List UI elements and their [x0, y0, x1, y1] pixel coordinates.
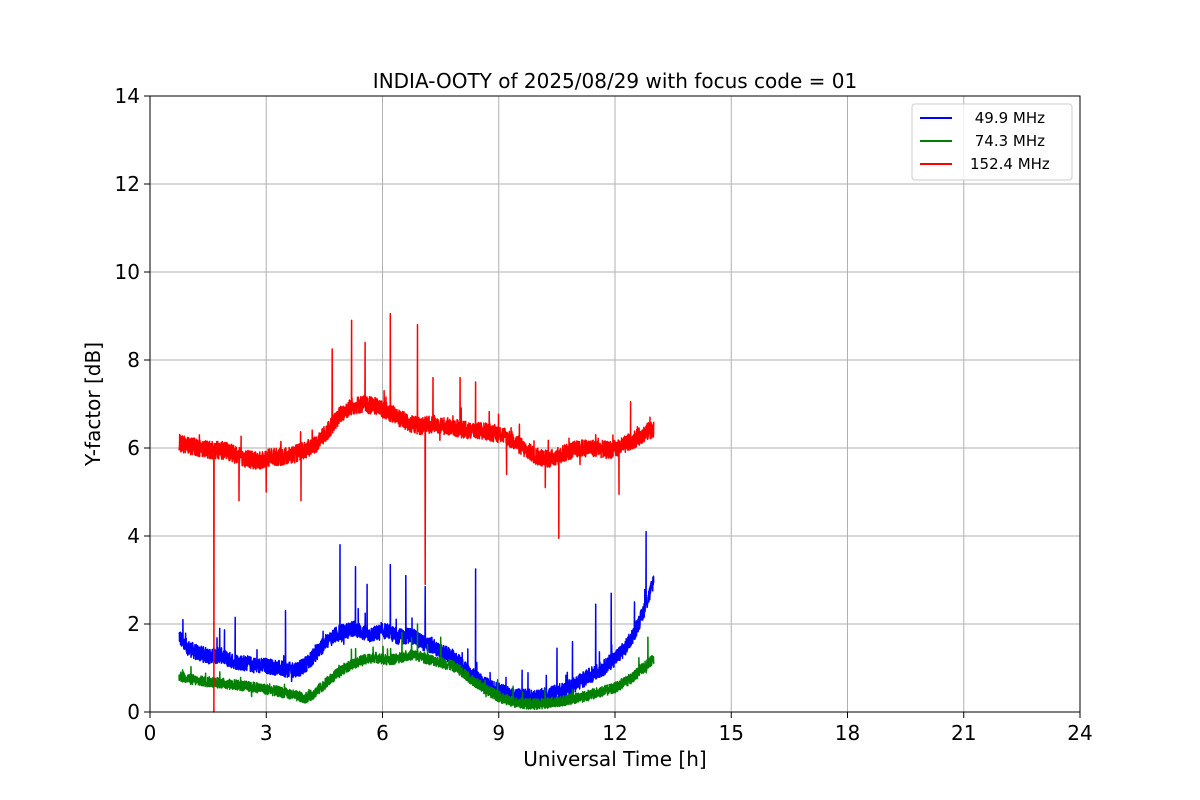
y-axis-title: Y-factor [dB] — [81, 342, 105, 467]
series-line-3 — [178, 313, 655, 713]
y-tick-label: 10 — [115, 260, 140, 284]
x-tick-label: 9 — [492, 721, 505, 745]
x-tick-label: 3 — [260, 721, 273, 745]
y-tick-label: 12 — [115, 172, 140, 196]
x-tick-label: 15 — [719, 721, 744, 745]
series-line-1 — [178, 530, 655, 706]
y-tick-label: 4 — [127, 524, 140, 548]
legend-label: 49.9 MHz — [970, 109, 1045, 127]
legend-box — [911, 103, 1073, 181]
series-line-2 — [178, 623, 655, 711]
legend-label: 74.3 MHz — [970, 132, 1045, 150]
series-group — [178, 313, 655, 713]
y-tick-label: 8 — [127, 348, 140, 372]
y-tick-label: 14 — [115, 84, 140, 108]
legend: 49.9 MHz 74.3 MHz 152.4 MHz — [911, 103, 1073, 181]
y-tick-label: 2 — [127, 612, 140, 636]
chart-title: INDIA-OOTY of 2025/08/29 with focus code… — [373, 69, 857, 93]
y-tick-label: 6 — [127, 436, 140, 460]
x-axis-title: Universal Time [h] — [523, 747, 706, 771]
x-tick-label: 21 — [951, 721, 976, 745]
x-tick-label: 0 — [144, 721, 157, 745]
x-tick-label: 12 — [602, 721, 627, 745]
y-tick-label: 0 — [127, 700, 140, 724]
legend-label: 152.4 MHz — [970, 155, 1050, 173]
x-tick-label: 6 — [376, 721, 389, 745]
x-tick-label: 18 — [835, 721, 860, 745]
x-tick-label: 24 — [1067, 721, 1092, 745]
